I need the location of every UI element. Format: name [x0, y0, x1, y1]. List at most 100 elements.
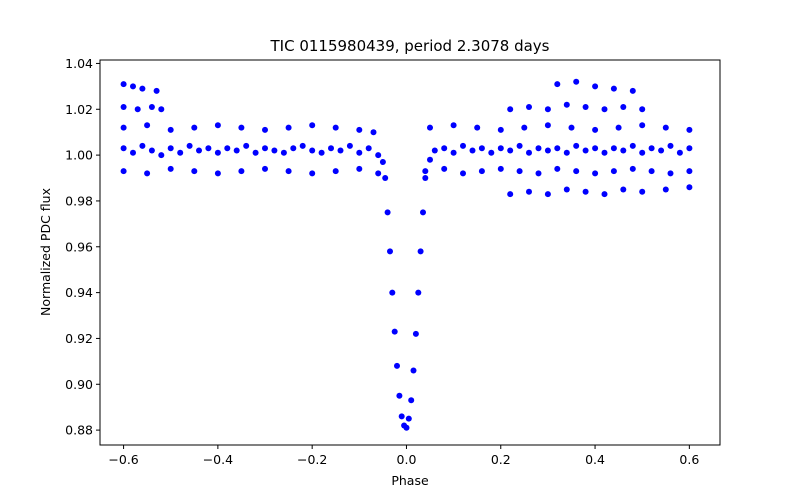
data-point: [535, 170, 542, 177]
x-tick-label: −0.4: [203, 452, 233, 467]
data-point: [544, 106, 551, 113]
x-tick-label: −0.2: [297, 452, 327, 467]
data-point: [582, 147, 589, 154]
data-point: [332, 124, 339, 131]
data-point: [478, 168, 485, 175]
x-tick-label: 0.6: [679, 452, 699, 467]
data-point: [535, 145, 542, 152]
y-tick-label: 1.02: [65, 102, 93, 117]
x-tick-label: 0.0: [397, 452, 417, 467]
data-point: [615, 124, 622, 131]
data-point: [417, 248, 424, 255]
data-point: [507, 106, 514, 113]
data-point: [582, 104, 589, 110]
data-point: [441, 165, 448, 172]
data-point: [309, 147, 316, 154]
data-point: [422, 168, 429, 175]
data-point: [488, 149, 495, 156]
chart-title: TIC 0115980439, period 2.3078 days: [269, 37, 549, 55]
data-point: [356, 126, 363, 133]
data-point: [592, 126, 599, 133]
data-point: [396, 392, 403, 399]
y-tick-label: 0.88: [65, 423, 93, 438]
x-tick-label: 0.4: [585, 452, 605, 467]
data-point: [450, 149, 457, 156]
data-point: [214, 149, 221, 156]
data-point: [387, 248, 393, 255]
x-tick-label: −0.6: [108, 452, 138, 467]
data-point: [186, 142, 193, 149]
data-point: [139, 142, 146, 149]
plot-frame: [99, 59, 721, 446]
data-point: [285, 124, 292, 131]
data-point: [167, 145, 174, 152]
data-point: [427, 156, 433, 163]
data-point: [205, 145, 212, 152]
data-point: [394, 362, 400, 369]
data-point: [620, 147, 627, 154]
data-point: [629, 87, 636, 94]
data-point: [450, 122, 457, 129]
data-point: [620, 186, 627, 193]
y-tick-label: 0.98: [65, 193, 93, 208]
data-point: [601, 191, 608, 198]
data-point: [427, 124, 433, 131]
y-tick-label: 0.92: [65, 331, 93, 346]
data-point: [639, 106, 646, 113]
data-point: [526, 104, 532, 110]
data-point: [191, 124, 198, 131]
data-point: [290, 145, 297, 152]
data-point: [592, 83, 599, 90]
data-point: [144, 122, 151, 129]
data-point: [516, 142, 523, 149]
data-point: [144, 170, 151, 177]
data-point: [573, 168, 580, 175]
data-point: [134, 106, 141, 113]
data-point: [648, 145, 655, 152]
data-points: [120, 78, 693, 431]
data-point: [460, 142, 466, 149]
data-point: [629, 165, 636, 172]
data-point: [252, 149, 259, 156]
data-point: [573, 78, 580, 85]
data-point: [130, 83, 136, 90]
data-point: [620, 104, 627, 110]
data-point: [629, 142, 636, 149]
data-point: [544, 147, 551, 154]
data-point: [309, 122, 316, 129]
data-point: [601, 149, 608, 156]
data-point: [497, 165, 504, 172]
data-point: [610, 145, 617, 152]
data-point: [384, 209, 391, 216]
data-point: [405, 415, 412, 422]
data-point: [469, 147, 476, 154]
data-point: [667, 142, 674, 149]
x-axis-label: Phase: [391, 473, 429, 488]
data-point: [592, 170, 599, 177]
data-point: [158, 106, 165, 113]
data-point: [271, 147, 278, 154]
data-point: [686, 184, 693, 191]
data-point: [167, 126, 174, 133]
data-point: [526, 149, 532, 156]
data-point: [507, 191, 514, 198]
data-point: [120, 81, 127, 88]
data-point: [370, 129, 377, 136]
data-point: [474, 124, 481, 131]
data-point: [686, 168, 693, 175]
data-point: [563, 149, 570, 156]
y-tick-label: 0.96: [65, 239, 93, 254]
data-point: [460, 170, 466, 177]
data-point: [573, 142, 580, 149]
data-point: [431, 147, 438, 154]
data-point: [139, 85, 146, 92]
data-point: [554, 165, 561, 172]
data-point: [158, 152, 165, 159]
data-point: [148, 104, 155, 110]
data-point: [379, 159, 386, 165]
data-point: [478, 145, 485, 152]
data-point: [422, 175, 429, 181]
data-point: [398, 413, 405, 420]
